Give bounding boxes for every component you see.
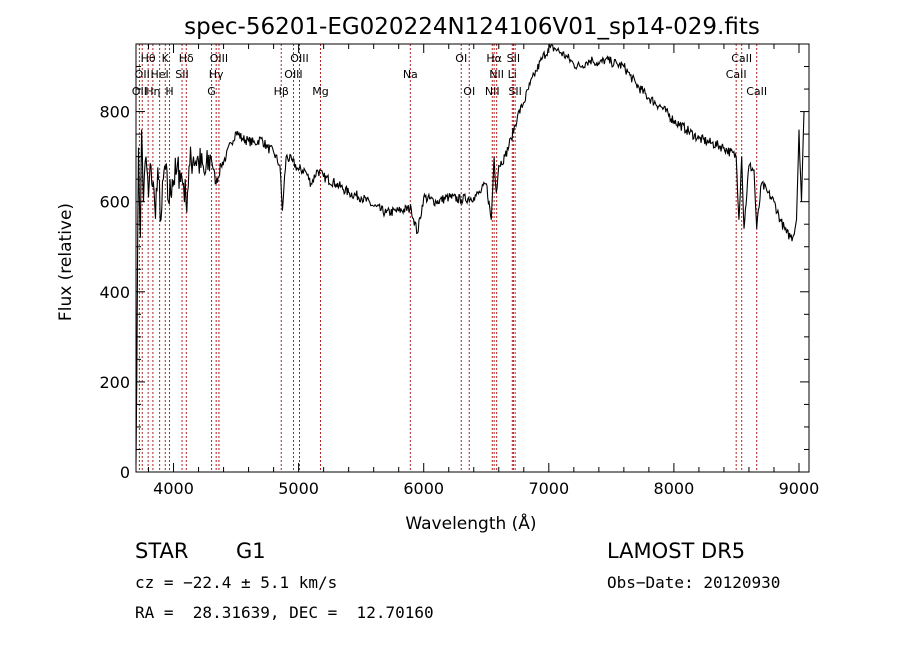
plot-frame: [135, 43, 810, 473]
y-tick-label-800: 800: [99, 103, 130, 122]
x-tick-label-6000: 6000: [403, 479, 444, 498]
marker-label-24: SII: [508, 85, 521, 98]
coordinates: RA = 28.31639, DEC = 12.70160: [135, 603, 434, 622]
marker-label-22: Li: [508, 68, 517, 81]
marker-label-4: HeI: [150, 68, 168, 81]
object-class: STAR: [135, 539, 189, 563]
marker-label-13: OIII: [284, 68, 302, 81]
x-axis-label: Wavelength (Å): [405, 512, 536, 534]
y-tick-label-200: 200: [99, 373, 130, 392]
marker-label-8: Hδ: [179, 52, 194, 65]
y-axis-label: Flux (relative): [56, 203, 76, 321]
spectrum-series-line: [135, 43, 805, 464]
x-tick-label-9000: 9000: [779, 479, 820, 498]
observation-date: Obs−Date: 20120930: [607, 573, 781, 592]
marker-label-16: Na: [403, 68, 418, 81]
marker-label-17: OI: [455, 52, 467, 65]
marker-label-23: SII: [507, 52, 520, 65]
y-tick-label-600: 600: [99, 193, 130, 212]
marker-label-2: Hθ: [141, 52, 156, 65]
marker-label-18: OI: [463, 85, 475, 98]
y-tick-label-0: 0: [120, 463, 130, 482]
marker-label-26: CaII: [731, 52, 752, 65]
survey-name: LAMOST DR5: [607, 539, 746, 563]
spectral-line-labels: OIIOIIHθHηHeIKHSIIHδGHγOIIIHβOIIIOIIIMgN…: [132, 52, 767, 98]
x-axis: 4000 5000 6000 7000 8000 9000: [148, 44, 820, 498]
x-tick-label-5000: 5000: [278, 479, 319, 498]
marker-label-20: Hα: [486, 52, 502, 65]
marker-label-11: OIII: [210, 52, 228, 65]
object-subclass: G1: [236, 539, 266, 563]
marker-label-15: Mg: [312, 85, 328, 98]
x-tick-label-4000: 4000: [153, 479, 194, 498]
marker-label-9: G: [207, 85, 216, 98]
x-tick-label-7000: 7000: [528, 479, 569, 498]
redshift-velocity: cz = −22.4 ± 5.1 km/s: [135, 573, 338, 592]
marker-label-19: NII: [485, 85, 500, 98]
marker-label-6: H: [165, 85, 173, 98]
chart-title: spec-56201-EG020224N124106V01_sp14-029.f…: [184, 14, 760, 40]
y-axis: 0 200 400 600 800: [99, 66, 809, 482]
marker-label-5: K: [162, 52, 170, 65]
spectral-line-markers: [138, 44, 758, 472]
marker-label-7: SII: [175, 68, 188, 81]
x-tick-label-8000: 8000: [654, 479, 695, 498]
marker-label-25: CaII: [726, 68, 747, 81]
marker-label-12: Hβ: [274, 85, 289, 98]
marker-label-27: CaII: [746, 85, 767, 98]
marker-label-3: Hη: [145, 85, 160, 98]
marker-label-14: OIII: [290, 52, 308, 65]
marker-label-10: Hγ: [209, 68, 224, 81]
marker-label-1: OII: [135, 68, 150, 81]
marker-label-21: NII: [489, 68, 504, 81]
y-tick-label-400: 400: [99, 283, 130, 302]
